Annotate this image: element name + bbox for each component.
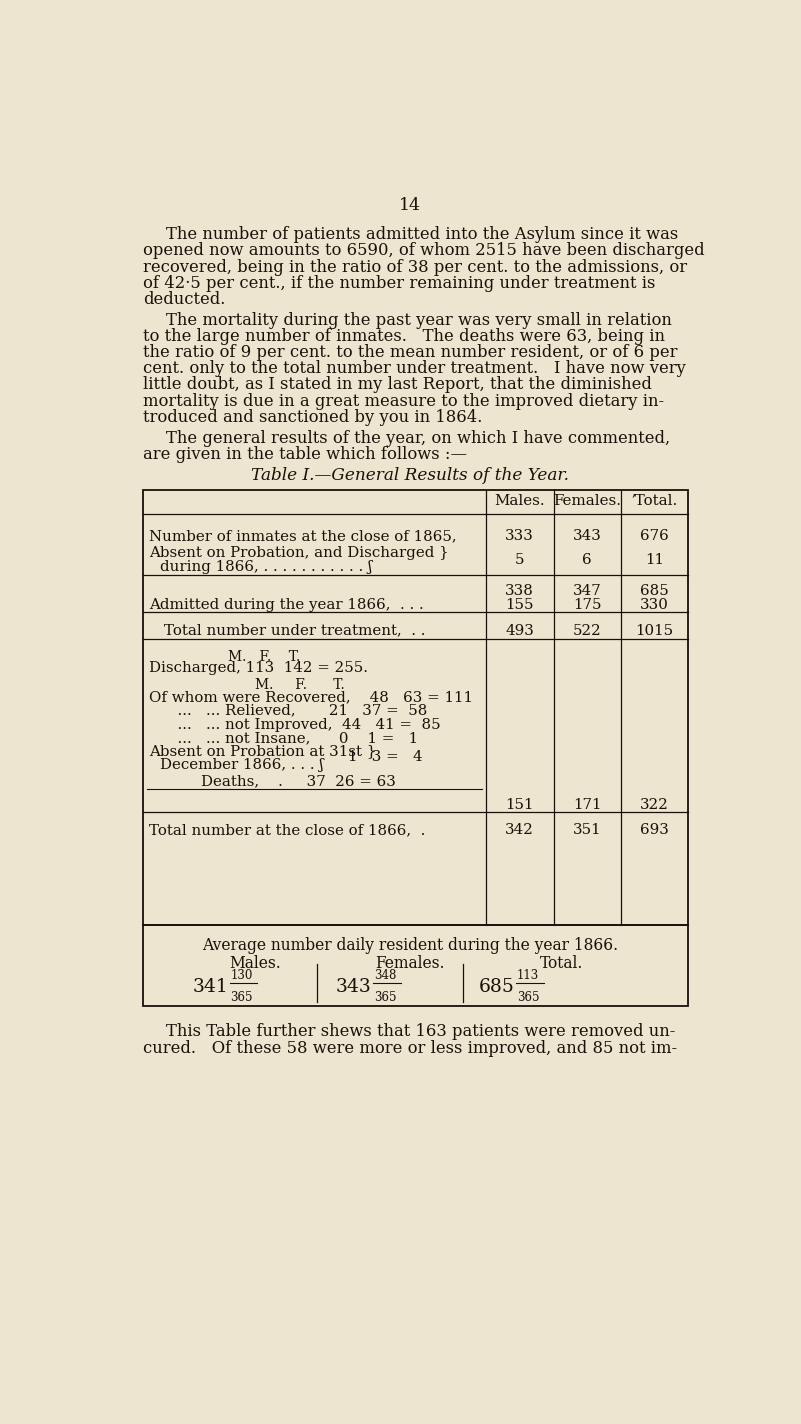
- Text: 333: 333: [505, 528, 534, 543]
- Text: This Table further shews that 163 patients were removed un-: This Table further shews that 163 patien…: [166, 1024, 675, 1041]
- Text: Deaths,    .     37  26 = 63: Deaths, . 37 26 = 63: [201, 775, 396, 789]
- Text: 351: 351: [573, 823, 602, 837]
- Text: 151: 151: [505, 799, 534, 813]
- Text: of 42·5 per cent., if the number remaining under treatment is: of 42·5 per cent., if the number remaini…: [143, 275, 655, 292]
- Text: 685: 685: [479, 978, 515, 995]
- Text: Females.: Females.: [553, 494, 622, 507]
- Text: during 1866, . . . . . . . . . . . ʃ: during 1866, . . . . . . . . . . . ʃ: [160, 561, 372, 574]
- Text: December 1866, . . . ʃ: December 1866, . . . ʃ: [160, 759, 324, 772]
- Text: Males.: Males.: [494, 494, 545, 507]
- Text: Admitted during the year 1866,  . . .: Admitted during the year 1866, . . .: [149, 598, 424, 612]
- Text: 341: 341: [192, 978, 228, 995]
- Text: 693: 693: [640, 823, 669, 837]
- Text: ...   ... not Improved,  44   41 =  85: ... ... not Improved, 44 41 = 85: [149, 718, 441, 732]
- Text: Males.: Males.: [229, 954, 281, 971]
- Text: cent. only to the total number under treatment.   I have now very: cent. only to the total number under tre…: [143, 360, 686, 377]
- Text: 130: 130: [231, 968, 252, 981]
- Text: 1015: 1015: [635, 624, 674, 638]
- Text: 330: 330: [640, 598, 669, 612]
- Text: 347: 347: [573, 584, 602, 598]
- Text: Total.: Total.: [540, 954, 583, 971]
- Text: to the large number of inmates.   The deaths were 63, being in: to the large number of inmates. The deat…: [143, 328, 665, 345]
- Text: 113: 113: [517, 968, 539, 981]
- Text: troduced and sanctioned by you in 1864.: troduced and sanctioned by you in 1864.: [143, 409, 482, 426]
- Text: deducted.: deducted.: [143, 290, 225, 308]
- Text: Discharged, 113  142 = 255.: Discharged, 113 142 = 255.: [149, 661, 368, 675]
- Text: 175: 175: [573, 598, 602, 612]
- Text: Females.: Females.: [376, 954, 445, 971]
- Text: 493: 493: [505, 624, 534, 638]
- Text: Of whom were Recovered,    48   63 = 111: Of whom were Recovered, 48 63 = 111: [149, 689, 473, 703]
- Text: recovered, being in the ratio of 38 per cent. to the admissions, or: recovered, being in the ratio of 38 per …: [143, 259, 687, 276]
- Text: cured.   Of these 58 were more or less improved, and 85 not im-: cured. Of these 58 were more or less imp…: [143, 1040, 677, 1057]
- Text: Average number daily resident during the year 1866.: Average number daily resident during the…: [202, 937, 618, 954]
- Text: Total number under treatment,  . .: Total number under treatment, . .: [164, 624, 426, 638]
- Text: Table I.—General Results of the Year.: Table I.—General Results of the Year.: [252, 467, 570, 484]
- Text: ...   ... not Insane,      0    1 =   1: ... ... not Insane, 0 1 = 1: [149, 732, 418, 745]
- Text: 343: 343: [573, 528, 602, 543]
- Text: 338: 338: [505, 584, 534, 598]
- Text: 171: 171: [573, 799, 602, 813]
- Text: 322: 322: [640, 799, 669, 813]
- Bar: [143, 490, 687, 1007]
- Text: opened now amounts to 6590, of whom 2515 have been discharged: opened now amounts to 6590, of whom 2515…: [143, 242, 704, 259]
- Text: Absent on Probation, and Discharged }: Absent on Probation, and Discharged }: [149, 545, 449, 560]
- Text: ...   ... Relieved,       21   37 =  58: ... ... Relieved, 21 37 = 58: [149, 703, 427, 718]
- Text: Absent on Probation at 31st }: Absent on Probation at 31st }: [149, 745, 376, 759]
- Text: 342: 342: [505, 823, 534, 837]
- Text: The mortality during the past year was very small in relation: The mortality during the past year was v…: [166, 312, 672, 329]
- Text: The general results of the year, on which I have commented,: The general results of the year, on whic…: [166, 430, 670, 447]
- Text: 155: 155: [505, 598, 534, 612]
- Text: 348: 348: [374, 968, 396, 981]
- Text: 343: 343: [336, 978, 372, 995]
- Text: 685: 685: [640, 584, 669, 598]
- Text: 676: 676: [640, 528, 669, 543]
- Text: 365: 365: [374, 991, 396, 1004]
- Text: Total number at the close of 1866,  .: Total number at the close of 1866, .: [149, 823, 425, 837]
- Text: M.     F.      T.: M. F. T.: [256, 678, 345, 692]
- Text: the ratio of 9 per cent. to the mean number resident, or of 6 per: the ratio of 9 per cent. to the mean num…: [143, 345, 678, 362]
- Text: Number of inmates at the close of 1865,: Number of inmates at the close of 1865,: [149, 528, 457, 543]
- Text: The number of patients admitted into the Asylum since it was: The number of patients admitted into the…: [166, 226, 678, 244]
- Text: little doubt, as I stated in my last Report, that the diminished: little doubt, as I stated in my last Rep…: [143, 376, 652, 393]
- Text: 1   3 =   4: 1 3 = 4: [348, 750, 423, 763]
- Text: 5: 5: [515, 553, 525, 567]
- Text: are given in the table which follows :—: are given in the table which follows :—: [143, 446, 467, 463]
- Text: 6: 6: [582, 553, 592, 567]
- Text: 522: 522: [573, 624, 602, 638]
- Text: M.   F.    T.: M. F. T.: [228, 649, 300, 664]
- Text: 14: 14: [399, 197, 421, 214]
- Text: 11: 11: [645, 553, 664, 567]
- Text: 365: 365: [231, 991, 253, 1004]
- Text: 365: 365: [517, 991, 540, 1004]
- Text: ʼTotal.: ʼTotal.: [630, 494, 678, 507]
- Text: mortality is due in a great measure to the improved dietary in-: mortality is due in a great measure to t…: [143, 393, 664, 410]
